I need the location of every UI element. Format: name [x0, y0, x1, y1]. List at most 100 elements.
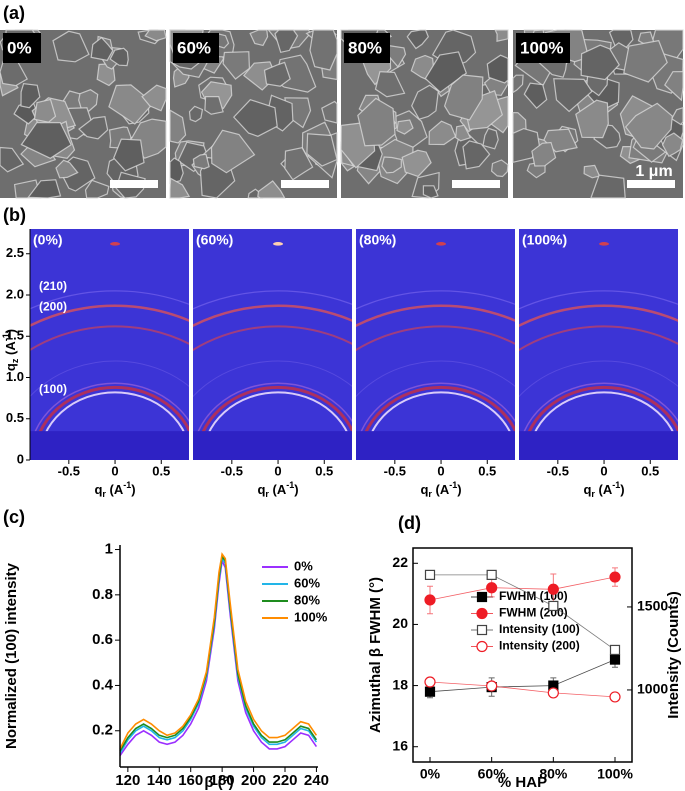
legend-label: 0% [294, 558, 313, 573]
y-tick-label: 22 [392, 554, 408, 570]
marker [609, 691, 621, 703]
x-tick-label: -0.5 [384, 463, 406, 478]
legend-label: Intensity (100) [499, 622, 580, 636]
x-tick-label: 140 [147, 772, 172, 789]
giwaxs-image: (80%) [356, 229, 515, 460]
y-tick-label: 0.6 [92, 631, 113, 648]
legend-marker [476, 640, 488, 653]
panel-label: (a) [3, 3, 25, 23]
series-line [119, 552, 318, 750]
y-tick-label: 0.2 [92, 722, 113, 739]
y-tick-label: 1.0 [6, 369, 24, 384]
peak-label: (200) [39, 300, 67, 314]
marker [486, 569, 497, 580]
y-axis-label: qz (A-1) [1, 329, 20, 371]
x-axis-label: qr (A-1) [94, 480, 135, 499]
x-axis-label: β (°) [204, 774, 233, 791]
y-tick-label: 2.0 [6, 286, 24, 301]
panel-label: (b) [3, 205, 26, 225]
marker [486, 582, 498, 594]
series-line [429, 659, 616, 693]
sample-label-box [3, 33, 41, 63]
legend-label: 80% [294, 592, 320, 607]
sample-label: (100%) [522, 232, 567, 248]
x-tick-label: 60% [478, 766, 507, 782]
x-tick-label: 200 [241, 772, 266, 789]
scale-bar [281, 180, 329, 188]
legend-label: 60% [294, 575, 320, 590]
sample-label: 100% [520, 38, 563, 57]
scale-bar [452, 180, 500, 188]
sample-label: (0%) [33, 232, 63, 248]
giwaxs-image: (60%) [193, 229, 352, 460]
series-line [429, 681, 616, 698]
giwaxs-image: (100%) [519, 229, 678, 460]
sample-label-box [344, 33, 390, 63]
x-axis-label: qr (A-1) [583, 480, 624, 499]
y-tick-label: 0.5 [6, 410, 24, 425]
sample-label-box [173, 33, 219, 63]
x-axis-label: qr (A-1) [257, 480, 298, 499]
y-axis-label: Azimuthal β FWHM (°) [367, 577, 384, 733]
panel-label: (c) [3, 507, 25, 527]
scale-bar [627, 180, 675, 188]
y-tick-label: 0.8 [92, 586, 113, 603]
x-tick-label: 0.5 [641, 463, 659, 478]
y-tick-label: 16 [392, 737, 408, 753]
y-tick-label: 1.5 [6, 328, 24, 343]
x-tick-label: 180 [210, 772, 235, 789]
x-tick-label: 0 [437, 463, 444, 478]
marker [486, 680, 498, 692]
x-tick-label: 0 [600, 463, 607, 478]
series-line [430, 574, 616, 651]
y2-axis-label: Intensity (Counts) [665, 591, 682, 719]
marker [547, 583, 559, 595]
x-tick-label: 0 [111, 463, 118, 478]
y-tick-label: 0 [17, 451, 24, 466]
marker [609, 571, 621, 583]
x-tick-label: 0.5 [152, 463, 170, 478]
x-tick-label: 160 [178, 772, 203, 789]
sample-label: 80% [348, 38, 382, 57]
legend-label: Intensity (200) [499, 639, 580, 653]
x-tick-label: 220 [272, 772, 297, 789]
y-axis-label: Normalized (100) intensity [3, 562, 20, 749]
marker [424, 594, 436, 606]
giwaxs-image: (0%) [30, 229, 189, 460]
y-tick-label: 1 [105, 540, 113, 557]
x-tick-label: -0.5 [547, 463, 569, 478]
y-tick-label: 2.5 [6, 245, 24, 260]
sample-label: 60% [177, 38, 211, 57]
y2-tick-label: 1500 [637, 598, 668, 614]
y-tick-label: 18 [392, 676, 408, 692]
legend-label: 100% [294, 609, 328, 624]
x-tick-label: 0.5 [478, 463, 496, 478]
scale-bar-label: 1 μm [635, 163, 672, 180]
x-tick-label: 0.5 [315, 463, 333, 478]
x-tick-label: -0.5 [221, 463, 243, 478]
x-tick-label: 100% [597, 766, 633, 782]
marker [547, 687, 559, 699]
x-tick-label: 120 [115, 772, 140, 789]
x-tick-label: -0.5 [58, 463, 80, 478]
marker [548, 600, 559, 612]
legend-marker [476, 591, 488, 603]
x-tick-label: 0% [420, 766, 441, 782]
sem-image [340, 29, 509, 199]
y2-tick-label: 1000 [637, 681, 668, 697]
y-tick-label: 0.4 [92, 676, 114, 693]
sample-label: (60%) [196, 232, 233, 248]
x-tick-label: 80% [539, 766, 568, 782]
sample-label-box [516, 33, 570, 63]
panel-label: (d) [398, 513, 421, 533]
x-tick-label: 240 [304, 772, 329, 789]
plot-frame [412, 547, 633, 763]
sample-label: (80%) [359, 232, 396, 248]
marker [424, 676, 436, 688]
scale-bar [110, 180, 158, 188]
sem-image [169, 29, 338, 199]
peak-label: (100) [39, 382, 67, 396]
marker [609, 654, 621, 665]
x-axis-label: qr (A-1) [420, 480, 461, 499]
